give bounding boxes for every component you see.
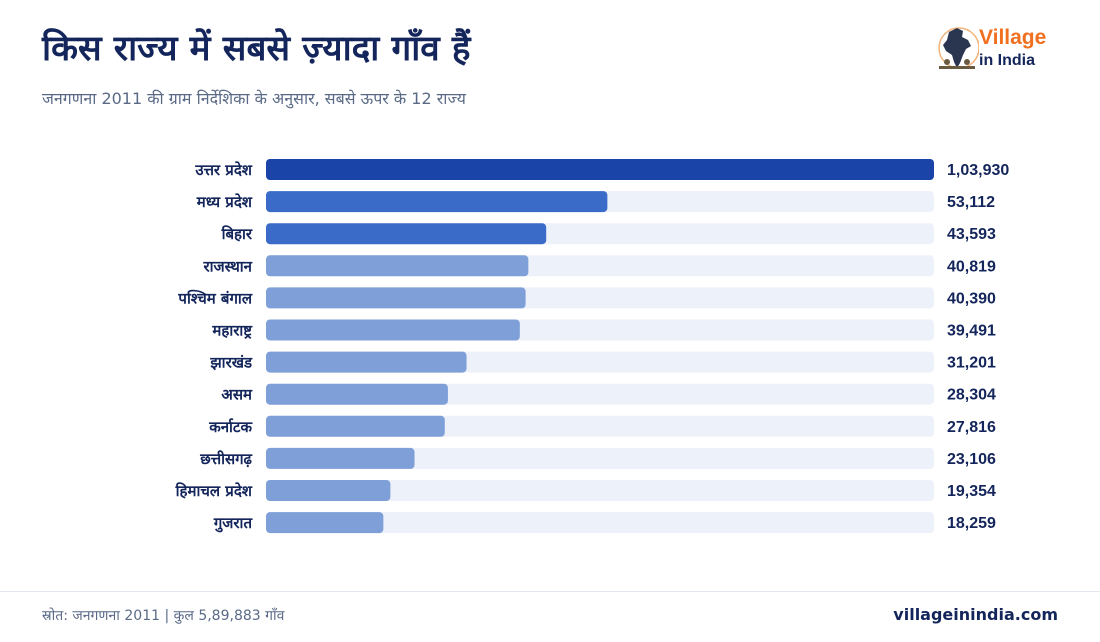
value-label: 18,259 bbox=[947, 515, 996, 532]
bar bbox=[266, 480, 391, 501]
category-label: छत्तीसगढ़ bbox=[199, 450, 252, 468]
category-label: पश्चिम बंगाल bbox=[177, 289, 252, 307]
village-in-india-logo[interactable]: Village in India bbox=[935, 22, 1065, 78]
bar bbox=[266, 191, 608, 213]
bar bbox=[266, 383, 448, 405]
bar-track bbox=[266, 480, 934, 501]
category-label: असम bbox=[221, 386, 253, 404]
value-label: 39,491 bbox=[947, 323, 996, 340]
value-label: 27,816 bbox=[947, 419, 996, 436]
source-note: स्रोत: जनगणना 2011 | कुल 5,89,883 गाँव bbox=[42, 608, 285, 624]
bar bbox=[266, 159, 934, 180]
value-label: 1,03,930 bbox=[947, 162, 1009, 179]
bar-track bbox=[266, 447, 934, 469]
page-subtitle: जनगणना 2011 की ग्राम निर्देशिका के अनुसा… bbox=[42, 89, 466, 108]
page-title: किस राज्य में सबसे ज़्यादा गाँव हैं bbox=[42, 29, 471, 69]
category-label: गुजरात bbox=[213, 514, 254, 533]
bar bbox=[266, 512, 384, 534]
category-label: कर्नाटक bbox=[208, 418, 253, 436]
bar bbox=[266, 447, 415, 469]
bar bbox=[266, 319, 520, 341]
value-label: 23,106 bbox=[947, 451, 996, 468]
value-label: 40,390 bbox=[947, 290, 996, 307]
website-link[interactable]: villageinindia.com bbox=[893, 605, 1058, 624]
bar bbox=[266, 351, 467, 373]
bar bbox=[266, 287, 526, 309]
category-label: बिहार bbox=[221, 225, 253, 243]
value-label: 28,304 bbox=[947, 387, 996, 404]
category-label: उत्तर प्रदेश bbox=[194, 161, 252, 179]
value-label: 19,354 bbox=[947, 483, 996, 500]
footer-divider bbox=[0, 591, 1100, 592]
bar-track bbox=[266, 512, 934, 534]
category-label: महाराष्ट्र bbox=[211, 322, 253, 340]
value-label: 31,201 bbox=[947, 355, 996, 372]
bar bbox=[266, 255, 529, 277]
bar bbox=[266, 415, 445, 437]
category-label: झारखंड bbox=[209, 354, 253, 372]
logo-text-in-india: in India bbox=[979, 52, 1035, 69]
category-label: राजस्थान bbox=[203, 257, 253, 275]
value-label: 40,819 bbox=[947, 258, 996, 275]
value-label: 43,593 bbox=[947, 226, 996, 243]
bar bbox=[266, 223, 547, 245]
category-label: हिमाचल प्रदेश bbox=[175, 482, 253, 500]
bar-chart: उत्तर प्रदेश 1,03,930 मध्य प्रदेश 53,112 बिह… bbox=[175, 159, 1009, 534]
logo-text-village: Village bbox=[979, 26, 1047, 49]
category-label: मध्य प्रदेश bbox=[196, 193, 253, 211]
value-label: 53,112 bbox=[947, 194, 995, 211]
